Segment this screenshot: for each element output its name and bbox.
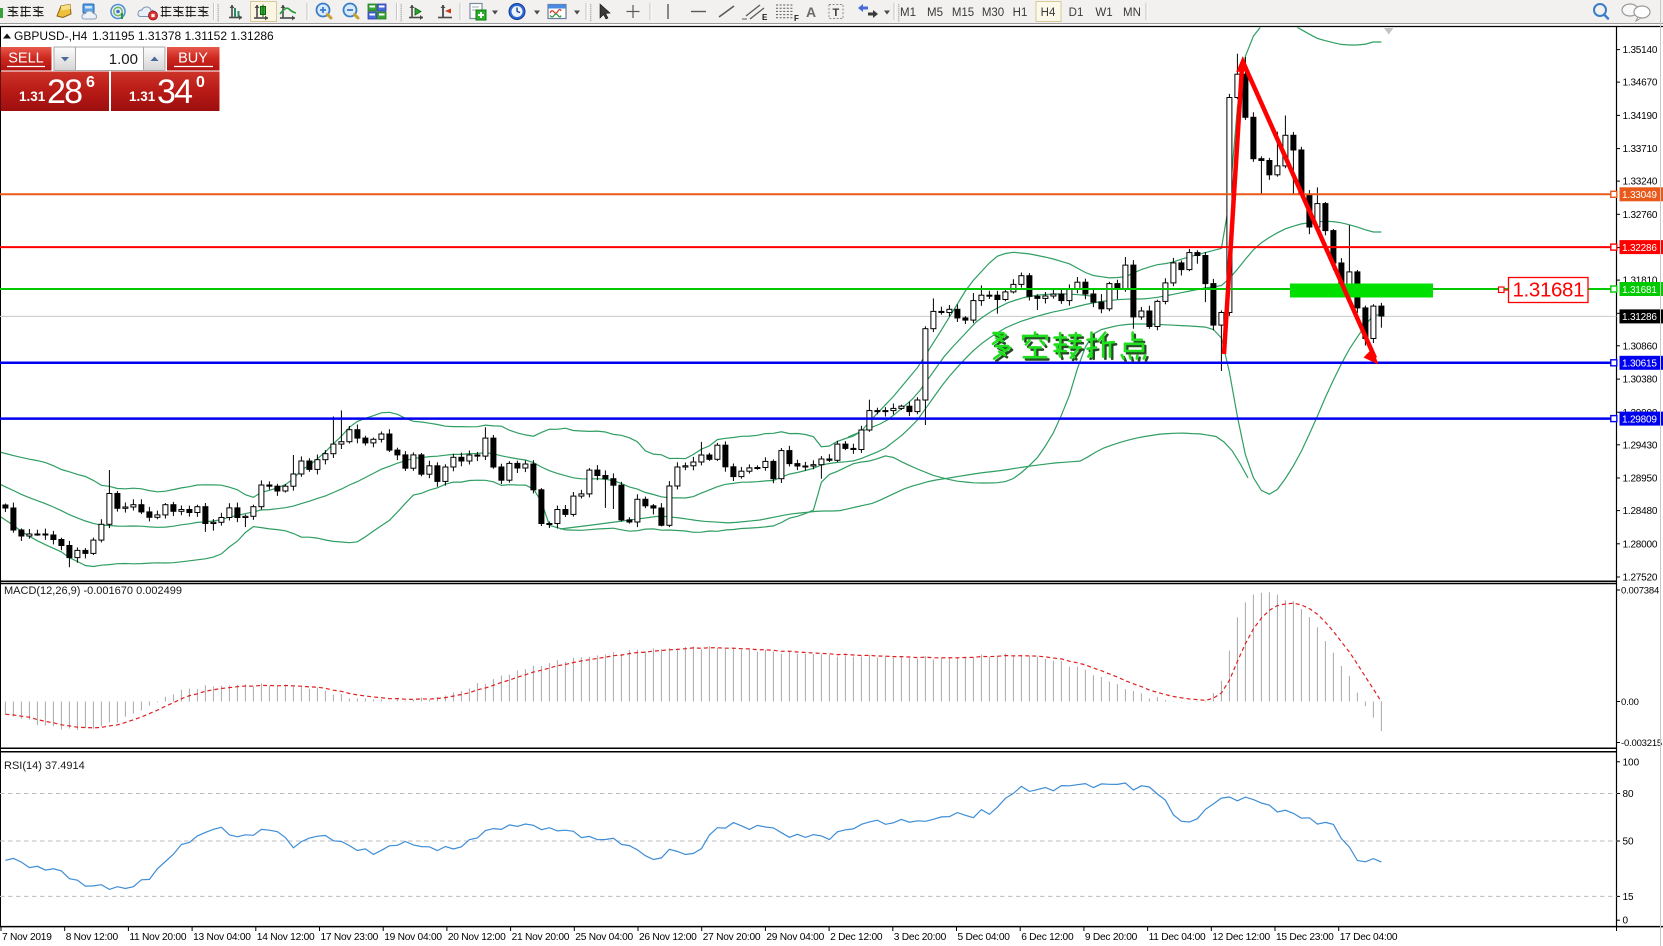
svg-text:34: 34: [157, 73, 193, 111]
svg-text:11 Dec 04:00: 11 Dec 04:00: [1149, 932, 1206, 943]
svg-text:1.30860: 1.30860: [1623, 341, 1658, 352]
svg-text:SELL: SELL: [8, 51, 43, 67]
svg-text:D1: D1: [1069, 7, 1084, 19]
svg-text:1.30615: 1.30615: [1622, 359, 1657, 370]
svg-text:1.35140: 1.35140: [1623, 45, 1658, 56]
svg-text:80: 80: [1623, 789, 1635, 800]
svg-text:26 Nov 12:00: 26 Nov 12:00: [639, 932, 697, 943]
svg-text:M30: M30: [982, 7, 1004, 19]
svg-text:29 Nov 04:00: 29 Nov 04:00: [766, 932, 824, 943]
svg-text:MACD(12,26,9) -0.001670 0.0024: MACD(12,26,9) -0.001670 0.002499: [4, 585, 182, 597]
svg-text:15: 15: [1623, 892, 1635, 903]
svg-text:0.007384: 0.007384: [1621, 586, 1659, 597]
svg-text:3 Dec 20:00: 3 Dec 20:00: [894, 932, 947, 943]
svg-text:9 Dec 20:00: 9 Dec 20:00: [1085, 932, 1138, 943]
svg-text:17 Nov 23:00: 17 Nov 23:00: [321, 932, 379, 943]
svg-text:M5: M5: [927, 7, 943, 19]
svg-text:1.34190: 1.34190: [1623, 111, 1658, 122]
svg-text:1.32760: 1.32760: [1623, 210, 1658, 221]
svg-text:BUY: BUY: [178, 51, 208, 67]
svg-text:27 Nov 20:00: 27 Nov 20:00: [703, 932, 761, 943]
svg-text:F: F: [794, 14, 799, 23]
svg-text:15 Dec 23:00: 15 Dec 23:00: [1276, 932, 1334, 943]
svg-text:0.00: 0.00: [1621, 697, 1639, 708]
svg-text:1.32286: 1.32286: [1622, 243, 1657, 254]
svg-text:13 Nov 04:00: 13 Nov 04:00: [193, 932, 251, 943]
svg-text:GBPUSD-,H4: GBPUSD-,H4: [14, 29, 88, 43]
svg-text:14 Nov 12:00: 14 Nov 12:00: [257, 932, 315, 943]
svg-text:W1: W1: [1095, 7, 1112, 19]
svg-text:12 Dec 12:00: 12 Dec 12:00: [1212, 932, 1270, 943]
svg-text:21 Nov 20:00: 21 Nov 20:00: [512, 932, 570, 943]
svg-text:1.31681: 1.31681: [1513, 279, 1585, 302]
svg-text:50: 50: [1623, 837, 1635, 848]
svg-text:A: A: [806, 4, 816, 20]
svg-text:1.33710: 1.33710: [1623, 144, 1658, 155]
svg-text:17 Dec 04:00: 17 Dec 04:00: [1340, 932, 1398, 943]
svg-text:1.28480: 1.28480: [1623, 506, 1658, 517]
svg-text:25 Nov 04:00: 25 Nov 04:00: [575, 932, 633, 943]
svg-text:1.31: 1.31: [19, 89, 46, 104]
svg-text:1.30380: 1.30380: [1623, 375, 1658, 386]
svg-text:1.28000: 1.28000: [1623, 539, 1658, 550]
svg-text:1.31: 1.31: [129, 89, 156, 104]
svg-text:-0.003215: -0.003215: [1621, 738, 1662, 749]
svg-text:H1: H1: [1013, 7, 1028, 19]
svg-text:1.31810: 1.31810: [1623, 276, 1658, 287]
svg-text:1.33240: 1.33240: [1623, 177, 1658, 188]
svg-text:6: 6: [86, 74, 95, 91]
svg-text:8 Nov 12:00: 8 Nov 12:00: [66, 932, 119, 943]
svg-text:1.00: 1.00: [109, 51, 138, 68]
svg-text:7 Nov 2019: 7 Nov 2019: [2, 932, 52, 943]
svg-text:11 Nov 20:00: 11 Nov 20:00: [129, 932, 186, 943]
svg-text:1.31286: 1.31286: [1622, 312, 1657, 323]
svg-text:M1: M1: [900, 7, 916, 19]
svg-text:M15: M15: [952, 7, 974, 19]
svg-text:MN: MN: [1123, 7, 1141, 19]
svg-text:1.34670: 1.34670: [1623, 78, 1658, 89]
svg-text:0: 0: [1623, 916, 1629, 927]
svg-text:1.28950: 1.28950: [1623, 474, 1658, 485]
svg-text:H4: H4: [1041, 7, 1056, 19]
svg-text:1.33049: 1.33049: [1622, 190, 1657, 201]
svg-text:1.27520: 1.27520: [1623, 573, 1658, 584]
svg-text:5 Dec 04:00: 5 Dec 04:00: [958, 932, 1011, 943]
svg-text:20 Nov 12:00: 20 Nov 12:00: [448, 932, 506, 943]
svg-text:100: 100: [1623, 757, 1640, 768]
svg-text:19 Nov 04:00: 19 Nov 04:00: [384, 932, 442, 943]
svg-text:E: E: [762, 13, 768, 22]
svg-text:6 Dec 12:00: 6 Dec 12:00: [1021, 932, 1074, 943]
svg-text:1.29809: 1.29809: [1622, 414, 1657, 425]
svg-text:RSI(14) 37.4914: RSI(14) 37.4914: [4, 760, 85, 772]
svg-text:0: 0: [196, 74, 205, 91]
svg-text:T: T: [833, 7, 840, 19]
svg-text:1.29430: 1.29430: [1623, 440, 1658, 451]
svg-text:1.31681: 1.31681: [1622, 285, 1657, 296]
svg-text:1.31195 1.31378 1.31152 1.3128: 1.31195 1.31378 1.31152 1.31286: [92, 29, 274, 43]
svg-text:28: 28: [47, 73, 83, 111]
svg-text:2 Dec 12:00: 2 Dec 12:00: [830, 932, 883, 943]
